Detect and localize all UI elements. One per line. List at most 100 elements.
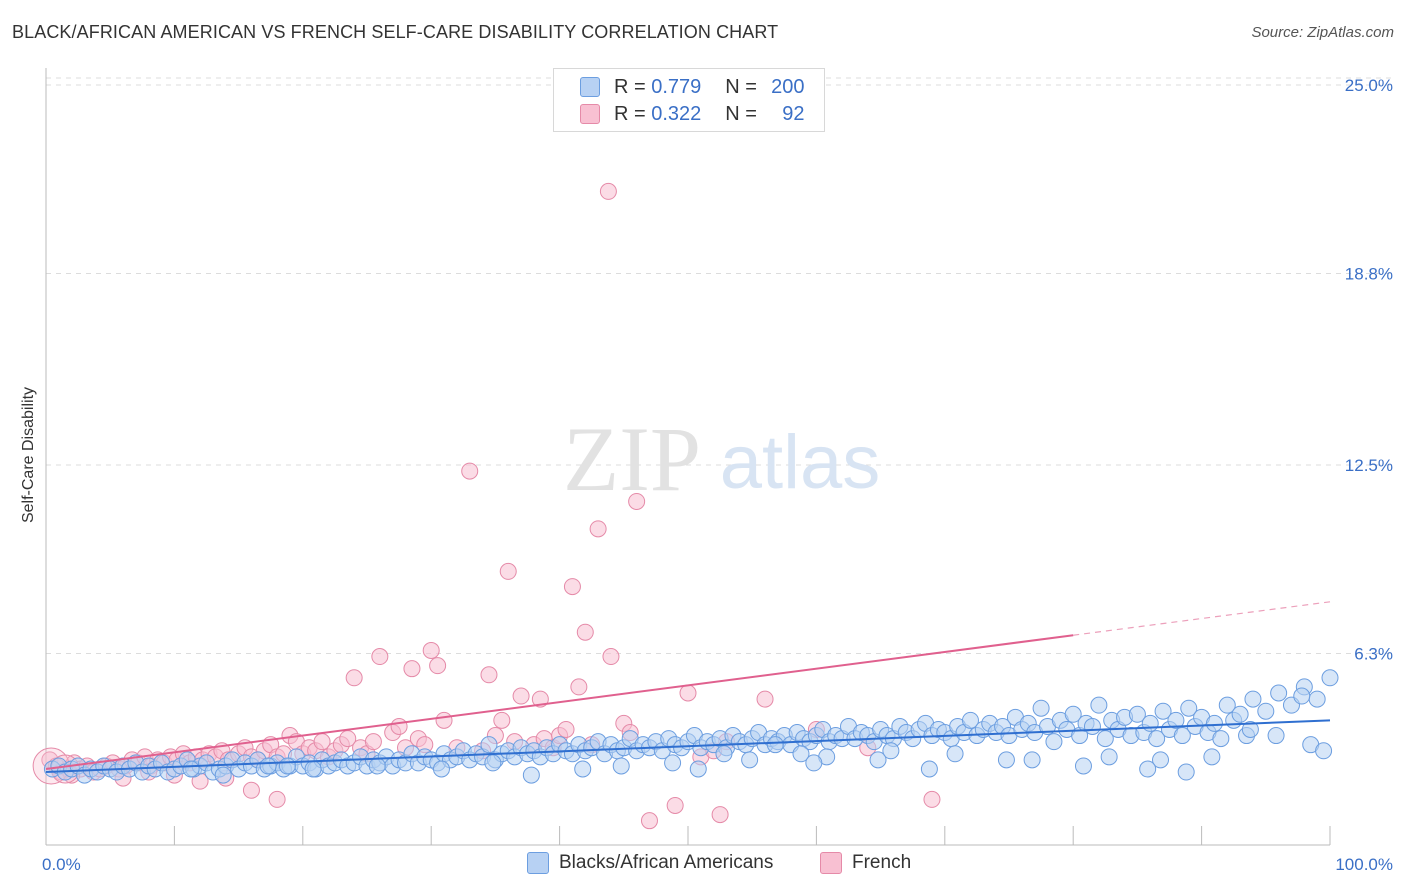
black-point (1308, 690, 1326, 708)
french-point (499, 562, 517, 580)
legend-r-label: R = (614, 102, 652, 125)
black-point (1139, 760, 1157, 778)
legend-r-value: 0.322 (651, 102, 702, 125)
black-point (1100, 748, 1118, 766)
y-tick-label: 12.5% (1345, 456, 1393, 475)
french-point (563, 578, 581, 596)
legend-r-value: 0.779 (651, 75, 702, 98)
black-point (484, 754, 502, 772)
french-trend-line (45, 634, 1074, 770)
black-point (278, 757, 296, 775)
black-point (997, 751, 1015, 769)
bottom-swatch-blue (527, 852, 549, 874)
black-point (1212, 730, 1230, 748)
french-point (512, 687, 530, 705)
legend-swatch-blue (580, 77, 600, 97)
legend-r-label: R = (614, 75, 652, 98)
bottom-legend-label: French (852, 852, 912, 873)
french-point (364, 733, 382, 751)
black-point (1180, 699, 1198, 717)
blacks-trend-line (45, 719, 1331, 774)
french-point (390, 717, 408, 735)
french-point (345, 669, 363, 687)
black-point (1152, 751, 1170, 769)
chart-source: Source: ZipAtlas.com (1251, 24, 1394, 41)
french-point (435, 711, 453, 729)
legend-n-value: 92 (782, 102, 805, 125)
black-point (574, 760, 592, 778)
black-point (1045, 733, 1063, 751)
french-point (557, 720, 575, 738)
y-tick-label: 6.3% (1354, 644, 1393, 663)
french-point (679, 684, 697, 702)
french-point (640, 812, 658, 830)
french-point (422, 641, 440, 659)
black-point (1270, 684, 1288, 702)
black-point (304, 760, 322, 778)
french-point (570, 678, 588, 696)
black-point (1148, 730, 1166, 748)
french-point (493, 711, 511, 729)
black-point (1293, 687, 1311, 705)
black-point (689, 760, 707, 778)
trend-lines (45, 601, 1331, 774)
black-point (1231, 705, 1249, 723)
french-point (756, 690, 774, 708)
stats-legend: R = 0.779 N = 200 R = 0.322 N = 92 (553, 68, 825, 132)
black-point (612, 757, 630, 775)
black-point (182, 760, 200, 778)
black-point (869, 751, 887, 769)
black-point (741, 751, 759, 769)
y-tick-label: 25.0% (1345, 76, 1393, 95)
black-point (259, 757, 277, 775)
chart-title: BLACK/AFRICAN AMERICAN VS FRENCH SELF-CA… (12, 22, 779, 42)
french-point (531, 690, 549, 708)
black-point (214, 766, 232, 784)
black-point (1321, 669, 1339, 687)
bottom-legend-label: Blacks/African Americans (559, 852, 774, 873)
legend-swatch-pink (580, 104, 600, 124)
black-point (1096, 730, 1114, 748)
black-points (43, 669, 1339, 784)
black-point (1064, 705, 1082, 723)
french-point (461, 462, 479, 480)
bottom-legend-blacks: Blacks/African Americans (527, 852, 773, 874)
black-point (368, 757, 386, 775)
watermark-zip: ZIP (563, 408, 701, 510)
black-point (1023, 751, 1041, 769)
black-point (1205, 714, 1223, 732)
black-point (1244, 690, 1262, 708)
black-point (1141, 714, 1159, 732)
bottom-swatch-pink (820, 852, 842, 874)
black-point (961, 711, 979, 729)
black-point (480, 736, 498, 754)
french-trend-extension (1073, 601, 1331, 636)
legend-n-value: 200 (771, 75, 805, 98)
black-point (1173, 727, 1191, 745)
bottom-legend-french: French (820, 852, 911, 874)
black-point (1167, 711, 1185, 729)
black-point (766, 736, 784, 754)
french-point (711, 806, 729, 824)
black-point (664, 754, 682, 772)
french-point (666, 796, 684, 814)
black-point (920, 760, 938, 778)
black-point (1257, 702, 1275, 720)
black-point (1090, 696, 1108, 714)
y-tick-label: 18.8% (1345, 264, 1393, 283)
french-point (403, 660, 421, 678)
legend-n-label: N = (725, 75, 763, 98)
black-point (805, 754, 823, 772)
black-point (1241, 720, 1259, 738)
black-point (715, 745, 733, 763)
french-point (268, 790, 286, 808)
black-point (1315, 742, 1333, 760)
french-point (242, 781, 260, 799)
y-axis-label: Self-Care Disability (20, 387, 37, 523)
black-point (1128, 705, 1146, 723)
x-tick-label: 100.0% (1335, 855, 1393, 874)
legend-n-label: N = (725, 102, 763, 125)
black-point (882, 742, 900, 760)
black-point (792, 745, 810, 763)
french-point (923, 790, 941, 808)
